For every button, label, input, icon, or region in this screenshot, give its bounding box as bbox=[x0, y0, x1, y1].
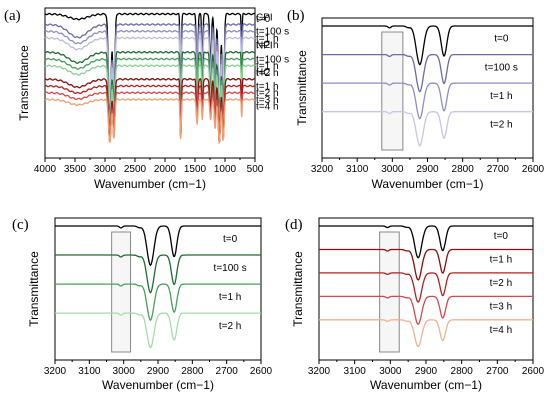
series-line bbox=[55, 312, 261, 349]
panel-c: (c) 3200 3100 3000 2900 2800 2700 2600 Wavenumbe… bbox=[12, 217, 273, 392]
series-line bbox=[55, 254, 261, 294]
x-tick-label: 2700 bbox=[486, 366, 509, 377]
series-label: t=1 h bbox=[219, 292, 242, 303]
y-axis-title: Transmittance bbox=[295, 50, 309, 126]
highlight-box bbox=[381, 31, 404, 151]
x-tick-label: 500 bbox=[247, 164, 264, 175]
series-label: t=0 bbox=[223, 234, 238, 245]
x-tick-label: 3100 bbox=[344, 366, 367, 377]
y-axis-title: Transmittance bbox=[17, 45, 31, 121]
panel-b: (b) 3200 3100 3000 2900 2800 2700 2600 Wavenumbe… bbox=[287, 8, 545, 191]
group-label: HC bbox=[256, 67, 270, 78]
series-label: t=4 h bbox=[256, 102, 279, 113]
series-line bbox=[319, 319, 533, 348]
x-tick-label: 2500 bbox=[124, 164, 147, 175]
panel-letter: (d) bbox=[285, 217, 303, 233]
panel-a: (a) 4000 3500 3000 2500 2000 1500 1000 500 Wavenu… bbox=[4, 7, 289, 191]
group-label: CPI bbox=[256, 13, 273, 24]
series-label: t=3 h bbox=[490, 301, 513, 312]
series-line bbox=[319, 248, 533, 281]
series-label: t=2 h bbox=[256, 88, 279, 99]
x-tick-label: 3000 bbox=[379, 366, 402, 377]
series-label: t=3 h bbox=[256, 95, 279, 106]
series-line bbox=[55, 225, 261, 267]
x-tick-label: 3000 bbox=[94, 164, 117, 175]
series-line bbox=[319, 272, 533, 303]
series-label: t=1 h bbox=[256, 61, 279, 72]
x-tick-label: 2700 bbox=[487, 164, 510, 175]
x-tick-label: 1000 bbox=[214, 164, 237, 175]
x-tick-label: 3200 bbox=[311, 164, 334, 175]
x-tick-label: 2800 bbox=[451, 366, 474, 377]
series-line bbox=[44, 98, 256, 144]
series-line bbox=[55, 283, 261, 322]
x-axis-title: Wavenumber (cm−1) bbox=[94, 177, 206, 191]
highlight-box bbox=[111, 231, 132, 353]
x-axis-title: Wavenumber (cm−1) bbox=[370, 378, 482, 392]
series-label: t=1 h bbox=[256, 81, 279, 92]
x-axis-title: Wavenumber (cm−1) bbox=[372, 177, 484, 191]
x-tick-label: 3100 bbox=[346, 164, 369, 175]
series-line bbox=[319, 295, 533, 326]
x-tick-label: 2600 bbox=[250, 366, 273, 377]
x-tick-label: 2600 bbox=[522, 164, 545, 175]
series-label: t=0 bbox=[256, 14, 271, 25]
panel-letter: (c) bbox=[12, 217, 29, 233]
series-line bbox=[322, 53, 533, 93]
highlight-box bbox=[379, 231, 400, 353]
x-tick-label: 1500 bbox=[184, 164, 207, 175]
x-tick-label: 2600 bbox=[522, 366, 545, 377]
series-label: t=1 h bbox=[490, 91, 513, 102]
x-tick-label: 3000 bbox=[113, 366, 136, 377]
series-label: t=100 s bbox=[485, 62, 518, 73]
panel-letter: (b) bbox=[287, 8, 305, 24]
series-label: t=0 bbox=[494, 231, 509, 242]
panel-letter: (a) bbox=[4, 8, 21, 24]
x-tick-label: 3200 bbox=[308, 366, 331, 377]
x-tick-label: 4000 bbox=[34, 164, 57, 175]
x-tick-label: 2800 bbox=[181, 366, 204, 377]
series-label: t=4 h bbox=[490, 325, 513, 336]
x-tick-label: 3200 bbox=[44, 366, 67, 377]
x-tick-label: 2800 bbox=[452, 164, 475, 175]
series-line bbox=[322, 111, 533, 147]
series-label: t=100 s bbox=[256, 27, 289, 38]
series-line bbox=[322, 25, 533, 66]
y-axis-title: Transmittance bbox=[27, 251, 41, 327]
x-tick-label: 2900 bbox=[415, 366, 438, 377]
x-tick-label: 2900 bbox=[147, 366, 170, 377]
x-axis-title: Wavenumber (cm−1) bbox=[102, 378, 214, 392]
y-axis-title: Transmittance bbox=[291, 251, 305, 327]
series-line bbox=[322, 82, 533, 120]
x-tick-label: 3500 bbox=[64, 164, 87, 175]
series-label: t=2 h bbox=[219, 321, 242, 332]
series-label: t=2 h bbox=[256, 40, 279, 51]
series-label: t=2 h bbox=[256, 68, 279, 79]
series-label: t=100 s bbox=[214, 263, 247, 274]
series-label: t=0 bbox=[494, 34, 509, 45]
panel-d: (d) 3200 3100 3000 2900 2800 2700 2600 Wavenumbe… bbox=[285, 217, 545, 392]
group-label: NPI bbox=[256, 40, 273, 51]
x-tick-label: 2700 bbox=[216, 366, 239, 377]
x-tick-label: 3100 bbox=[78, 366, 101, 377]
series-label: t=2 h bbox=[490, 119, 513, 130]
series-label: t=1 h bbox=[490, 254, 513, 265]
x-tick-label: 3000 bbox=[381, 164, 404, 175]
series-label: t=100 s bbox=[256, 54, 289, 65]
x-tick-label: 2900 bbox=[416, 164, 439, 175]
series-line bbox=[319, 225, 533, 259]
series-label: t=1 h bbox=[256, 33, 279, 44]
series-label: t=2 h bbox=[490, 278, 513, 289]
x-tick-label: 2000 bbox=[154, 164, 177, 175]
